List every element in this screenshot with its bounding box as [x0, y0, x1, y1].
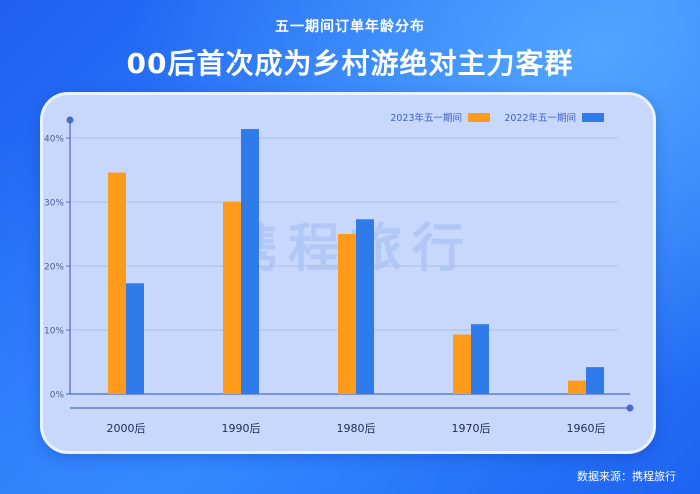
- legend-label: 2022年五一期间: [504, 112, 576, 124]
- bar-2000后-series1: [108, 172, 126, 394]
- y-tick-label: 40%: [44, 135, 64, 145]
- y-tick-labels: 0% 10% 20% 30% 40%: [44, 135, 64, 401]
- x-tick-label: 2000后: [107, 422, 146, 435]
- bar-2000后-series2: [126, 283, 144, 394]
- bar-1980后-series1: [338, 234, 356, 394]
- chart-subtitle: 五一期间订单年龄分布: [275, 19, 425, 35]
- bar-1960后-series2: [586, 367, 604, 394]
- y-tick-label: 10%: [44, 327, 64, 337]
- legend: 2023年五一期间 2022年五一期间: [390, 112, 604, 124]
- bar-1970后-series2: [471, 324, 489, 394]
- x-tick-label: 1960后: [567, 422, 606, 435]
- x-tick-labels: 2000后 1990后 1980后 1970后 1960后: [107, 422, 606, 435]
- bar-1970后-series1: [453, 334, 471, 394]
- chart-title: 00后首次成为乡村游绝对主力客群: [126, 47, 574, 80]
- bar-1960后-series1: [568, 380, 586, 394]
- y-tick-label: 0%: [50, 391, 65, 401]
- y-tick-label: 30%: [44, 199, 64, 209]
- legend-swatch: [582, 113, 604, 122]
- legend-swatch: [468, 113, 490, 122]
- bar-1990后-series2: [241, 129, 259, 395]
- source-note: 数据来源：携程旅行: [577, 470, 676, 483]
- x-tick-label: 1990后: [222, 422, 261, 435]
- y-tick-label: 20%: [44, 263, 64, 273]
- x-tick-label: 1970后: [452, 422, 491, 435]
- legend-label: 2023年五一期间: [390, 112, 462, 124]
- bar-1980后-series2: [356, 219, 374, 394]
- bar-1990后-series1: [223, 202, 241, 394]
- x-tick-label: 1980后: [337, 422, 376, 435]
- y-axis-end-dot: [66, 116, 74, 124]
- bars: [108, 129, 604, 395]
